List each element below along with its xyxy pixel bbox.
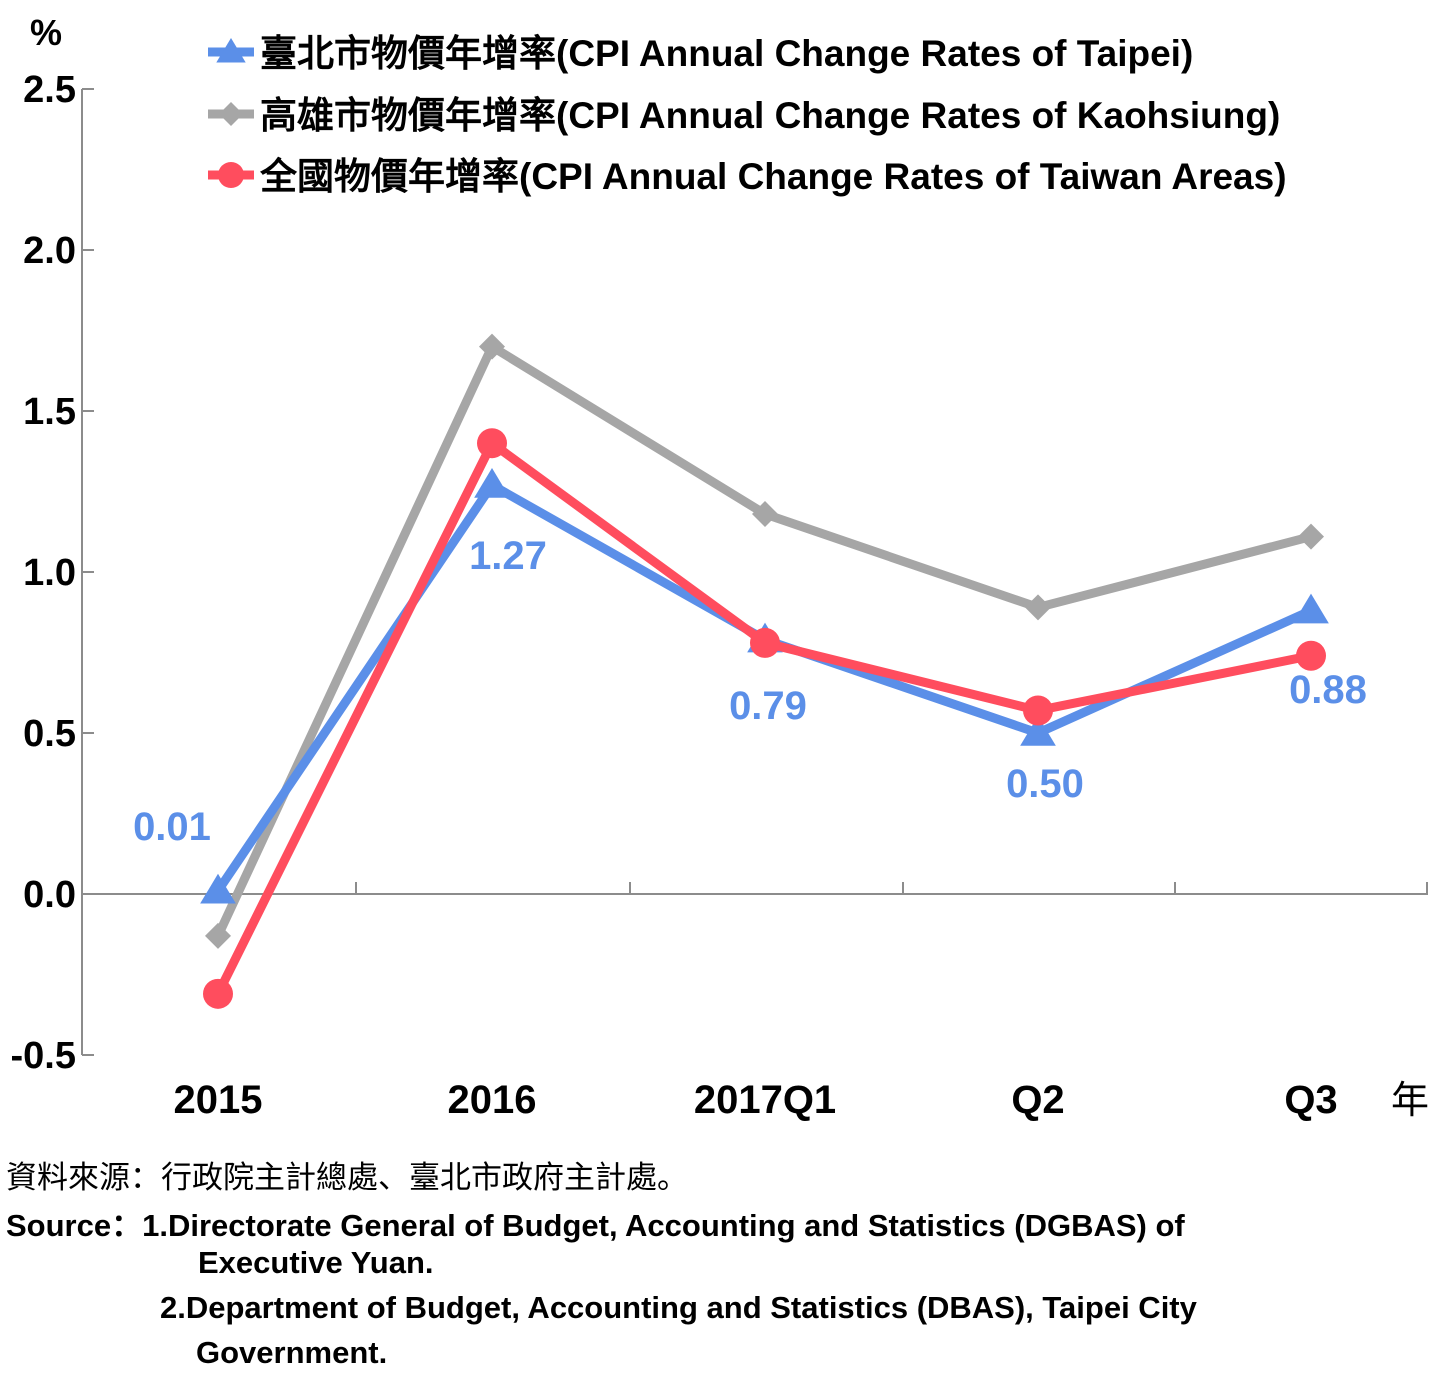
legend-item: 高雄市物價年增率(CPI Annual Change Rates of Kaoh…	[208, 94, 1280, 136]
data-label: 1.27	[469, 534, 547, 578]
axes: 2.5 2.0 1.5 1.0 0.5 0.0 -0.5% 2015 2016 2017Q1 Q2 Q…	[11, 12, 1429, 1122]
x-tick-label: 2015	[174, 1078, 263, 1122]
circle-marker	[1296, 640, 1326, 671]
triangle-marker	[1020, 716, 1056, 746]
triangle-marker	[1293, 593, 1329, 624]
data-label: 0.50	[1006, 762, 1084, 806]
source-english-line1: Source：1.Directorate General of Budget, …	[6, 1200, 1185, 1245]
circle-marker	[750, 627, 780, 658]
source-english-line4: Government.	[196, 1335, 388, 1370]
series-1	[205, 333, 1324, 949]
legend-label: 高雄市物價年增率(CPI Annual Change Rates of Kaoh…	[260, 94, 1280, 136]
circle-marker	[203, 978, 233, 1009]
y-tick-label: 1.5	[23, 391, 76, 433]
source-english-line2: Executive Yuan.	[198, 1245, 434, 1280]
x-tick-label: 2016	[448, 1078, 537, 1122]
diamond-marker	[1025, 594, 1051, 621]
data-label: 0.01	[133, 805, 211, 849]
y-unit-label: %	[30, 12, 62, 53]
y-tick-label: -0.5	[11, 1035, 76, 1077]
diamond-marker	[1298, 523, 1324, 550]
legend: 臺北市物價年增率(CPI Annual Change Rates of Taip…	[208, 32, 1287, 197]
y-tick-label: 0.5	[23, 713, 76, 755]
y-tick-label: 0.0	[23, 874, 76, 916]
triangle-marker	[200, 873, 236, 904]
series-layer	[200, 333, 1329, 1009]
x-unit-label: 年	[1391, 1078, 1429, 1122]
source-prefix: Source：	[6, 1208, 143, 1243]
x-tick-label: Q3	[1284, 1078, 1337, 1122]
y-tick-label: 1.0	[23, 552, 76, 594]
diamond-marker	[219, 102, 243, 126]
diamond-marker	[752, 501, 778, 528]
source-item-1: 1.Directorate General of Budget, Account…	[142, 1208, 1185, 1243]
triangle-marker	[216, 38, 246, 63]
diamond-marker	[479, 333, 505, 360]
circle-marker	[477, 428, 507, 459]
x-tick-label: Q2	[1011, 1078, 1064, 1122]
triangle-marker	[474, 468, 510, 498]
data-label: 0.88	[1289, 668, 1367, 712]
circle-marker	[1023, 695, 1053, 726]
legend-label: 全國物價年增率(CPI Annual Change Rates of Taiwa…	[259, 155, 1287, 197]
series-2	[203, 428, 1326, 1009]
x-tick-label: 2017Q1	[694, 1078, 836, 1122]
legend-item: 全國物價年增率(CPI Annual Change Rates of Taiwa…	[208, 155, 1287, 197]
y-tick-label: 2.5	[23, 69, 76, 111]
source-item-2: 2.Department of Budget, Accounting and S…	[160, 1290, 1197, 1325]
data-label: 0.79	[729, 684, 807, 728]
line-chart: 2.5 2.0 1.5 1.0 0.5 0.0 -0.5% 2015 2016 2017Q1 Q2 Q…	[11, 12, 1429, 1122]
source-chinese: 資料來源：行政院主計總處、臺北市政府主計處。	[6, 1160, 688, 1195]
y-tick-label: 2.0	[23, 230, 76, 272]
data-labels: 0.01 1.27 0.79 0.50 0.88	[133, 534, 1367, 849]
circle-marker	[218, 162, 244, 188]
legend-item: 臺北市物價年增率(CPI Annual Change Rates of Taip…	[208, 32, 1193, 74]
diamond-marker	[205, 922, 231, 949]
legend-label: 臺北市物價年增率(CPI Annual Change Rates of Taip…	[260, 32, 1193, 74]
